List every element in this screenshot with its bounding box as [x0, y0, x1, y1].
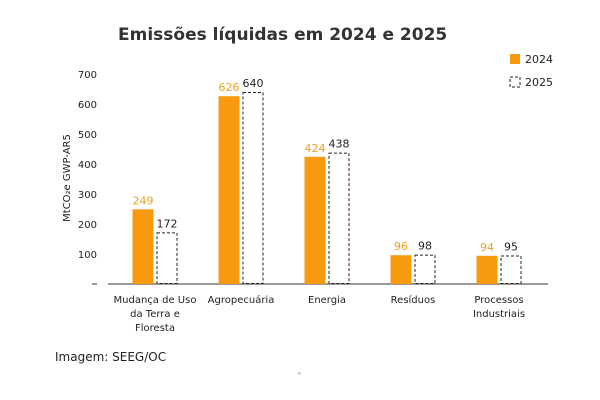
- value-label-2024-0: 249: [133, 194, 154, 207]
- category-label-0-line-2: Floresta: [135, 323, 175, 334]
- value-label-2024-2: 424: [305, 142, 326, 155]
- category-label-2-line-0: Energia: [308, 295, 346, 306]
- y-tick-label-600: 600: [78, 100, 97, 111]
- value-label-2025-3: 98: [418, 240, 432, 253]
- bar-2025-2: [328, 152, 350, 284]
- y-tick-label-400: 400: [78, 160, 97, 171]
- bar-2025-0: [156, 232, 178, 284]
- chart-title: Emissões líquidas em 2024 e 2025: [118, 25, 447, 45]
- bar-2024-1: [218, 96, 240, 284]
- value-label-2024-1: 626: [219, 81, 240, 94]
- legend: 2024 2025: [509, 53, 553, 89]
- category-label-3-line-0: Resíduos: [391, 294, 436, 306]
- bar-2024-0: [132, 209, 154, 284]
- category-labels: Mudança de Uso da Terra e Floresta Agropecu…: [114, 294, 526, 334]
- category-label-0-line-1: da Terra e: [130, 309, 180, 320]
- y-tick-label-100: 100: [78, 250, 97, 261]
- y-tick-label-200: 200: [78, 220, 97, 231]
- category-label-0-line-0: Mudança de Uso: [114, 295, 197, 306]
- y-axis-label: MtCO₂e GWP-AR5: [62, 134, 73, 222]
- bar-2025-4: [500, 255, 522, 284]
- y-tick-label-500: 500: [78, 130, 97, 141]
- value-label-2025-4: 95: [504, 241, 518, 254]
- bar-2025-3: [414, 254, 436, 285]
- y-tick-label-300: 300: [78, 190, 97, 201]
- legend-swatch-2025: [509, 76, 521, 88]
- value-label-2025-1: 640: [243, 77, 264, 90]
- y-axis-ticks: 100 200 300 400 500 600 700: [78, 70, 97, 285]
- category-label-4-line-0: Processos: [474, 295, 523, 306]
- legend-label-2024: 2024: [525, 53, 553, 66]
- value-label-2024-3: 96: [394, 240, 408, 253]
- value-label-2025-2: 438: [329, 138, 350, 151]
- bar-2024-3: [390, 255, 412, 284]
- legend-swatch-2024: [510, 54, 520, 64]
- bar-value-labels: 249 626 424 96 94 172 640 438 98 95: [133, 77, 519, 254]
- category-label-1-line-0: Agropecuária: [208, 294, 275, 306]
- value-label-2025-0: 172: [157, 217, 178, 230]
- bar-2024-4: [476, 255, 498, 284]
- category-label-4-line-1: Industriais: [473, 309, 525, 320]
- value-label-2024-4: 94: [480, 241, 494, 254]
- legend-label-2025: 2025: [525, 76, 553, 89]
- image-credit: Imagem: SEEG/OC: [55, 350, 166, 364]
- decorative-dot: ᵉ: [298, 370, 301, 379]
- y-tick-label-700: 700: [78, 70, 97, 81]
- bar-2024-2: [304, 156, 326, 284]
- bar-2025-1: [242, 92, 264, 284]
- bars: [132, 92, 522, 285]
